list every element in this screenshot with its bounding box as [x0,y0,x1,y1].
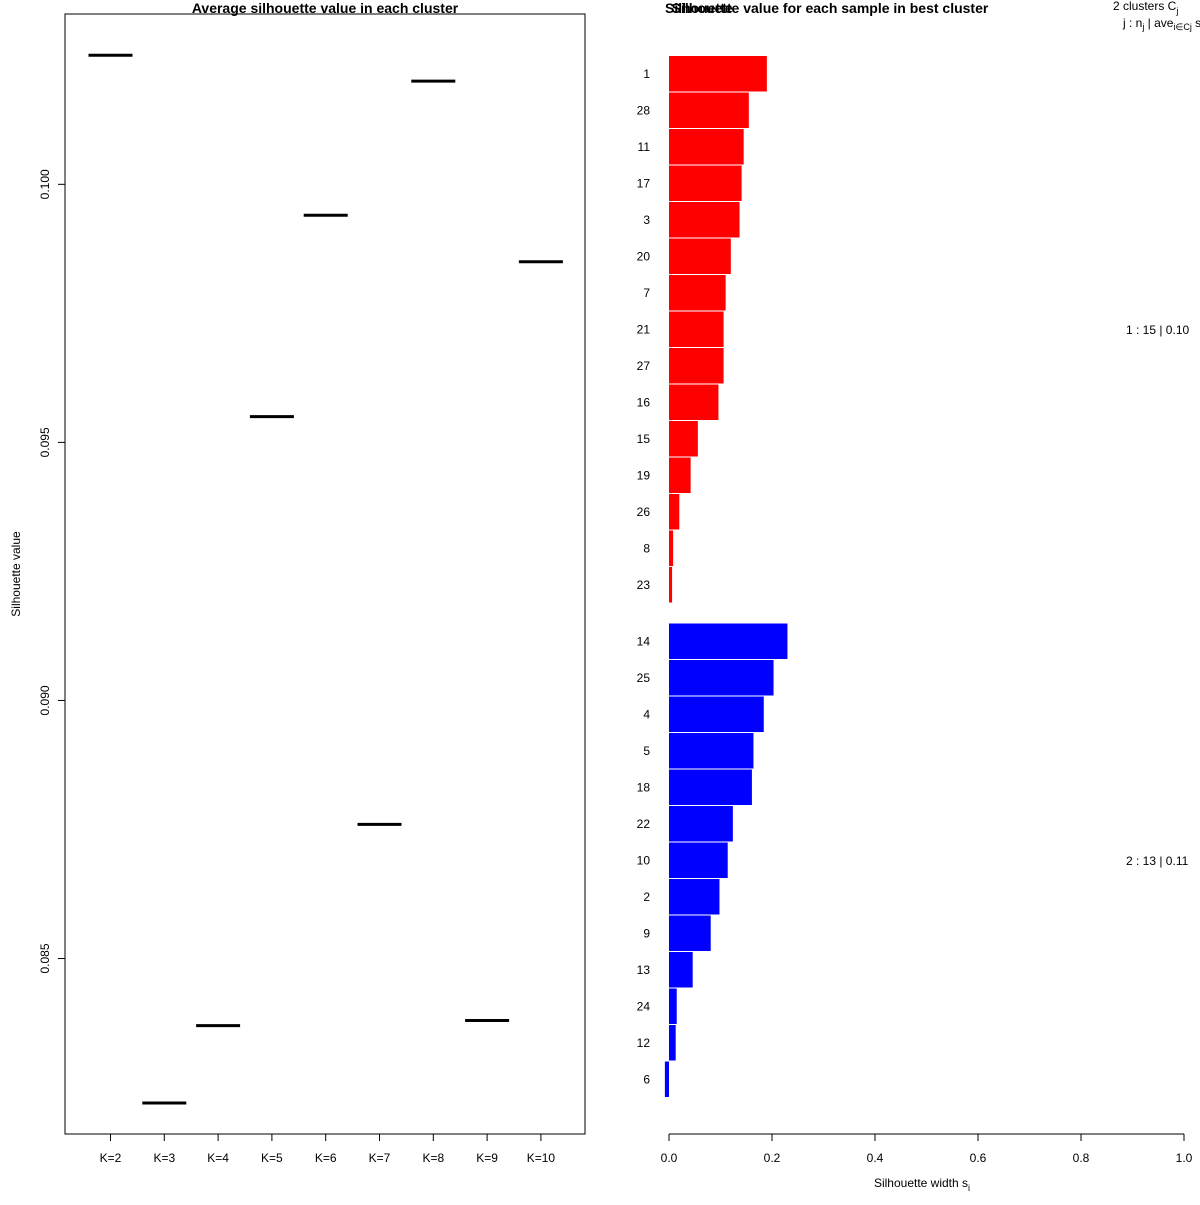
sample-label: 7 [643,286,650,300]
left-x-tick-label: K=7 [369,1151,391,1165]
sample-label: 13 [637,963,651,977]
silhouette-bar [669,915,711,951]
silhouette-bar [664,1061,669,1097]
silhouette-bar [669,202,740,238]
sample-label: 2 [643,890,650,904]
legend-header-line1: 2 clusters Cj [1113,0,1178,16]
sample-label: 20 [637,249,651,263]
left-panel: Average silhouette value in each cluster… [9,0,586,1165]
silhouette-bar [669,457,691,493]
silhouette-bar [669,238,731,274]
right-panel: Silhouette value for each sample in best… [637,0,1200,1193]
silhouette-bar [669,92,749,128]
right-sample-labels: 1 28 11 17 3 20 7 21 27 16 15 19 26 8 23 14 25 4 5 18 22 10 2 9… [637,67,651,1087]
legend-rows: 1 : 15 | 0.10 2 : 13 | 0.11 [1126,323,1189,868]
sample-label: 10 [637,853,651,867]
silhouette-bar [669,421,698,457]
left-x-tick-label: K=2 [100,1151,122,1165]
right-x-axis: 0.0 0.2 0.4 0.6 0.8 1.0 [661,1133,1193,1165]
silhouette-bar [669,56,767,92]
sample-label: 6 [643,1072,650,1086]
silhouette-bar [669,348,724,384]
left-x-tick-label: K=6 [315,1151,337,1165]
right-x-tick-label: 0.4 [867,1151,884,1165]
left-x-tick-label: K=5 [261,1151,283,1165]
silhouette-bar [669,696,764,732]
silhouette-bar [669,733,754,769]
sample-label: 9 [643,926,650,940]
sample-label: 4 [643,707,650,721]
sample-label: 18 [637,780,651,794]
left-y-tick-label: 0.090 [38,685,52,715]
sample-label: 11 [638,140,651,154]
sample-label: 12 [637,1036,651,1050]
left-y-axis: 0.085 0.090 0.095 0.100 [38,169,65,974]
silhouette-bar [669,275,726,311]
left-y-tick-label: 0.100 [38,169,52,199]
silhouette-bar [669,311,724,347]
silhouette-bar [669,567,673,603]
legend-header-line2: j : nj | avei∈Cj s [1122,16,1200,32]
sample-label: 16 [637,395,651,409]
silhouette-bar [669,494,680,530]
right-chart-title: Silhouette value for each sample in best… [672,0,989,16]
left-x-tick-label: K=9 [476,1151,498,1165]
sample-label: 26 [637,505,651,519]
sample-label: 19 [637,468,651,482]
left-x-tick-label: K=4 [207,1151,229,1165]
right-x-tick-label: 0.0 [661,1151,678,1165]
sample-label: 5 [643,744,650,758]
right-x-tick-label: 0.2 [764,1151,781,1165]
left-x-tick-label: K=10 [527,1151,556,1165]
right-x-tick-label: 0.8 [1073,1151,1090,1165]
sample-label: 14 [637,634,651,648]
right-x-tick-label: 0.6 [970,1151,987,1165]
left-y-tick-label: 0.095 [38,427,52,457]
right-bars [664,56,788,1097]
left-marks [88,53,563,1105]
sample-label: 25 [637,671,651,685]
sample-label: 17 [637,176,651,190]
silhouette-bar [669,660,774,696]
silhouette-bar [669,530,674,566]
left-plot-frame [64,13,586,1135]
sample-label: 3 [643,213,650,227]
left-y-tick-label: 0.085 [38,943,52,973]
silhouette-bar [669,769,752,805]
sample-label: 15 [637,432,651,446]
silhouette-bar [669,623,788,659]
right-title-overlap-fragment: Silhouette [665,0,733,16]
sample-label: 27 [637,359,651,373]
sample-label: 28 [637,103,651,117]
sample-label: 21 [637,322,651,336]
silhouette-bar [669,952,693,988]
left-y-axis-label: Silhouette value [9,531,23,617]
silhouette-bar [669,879,720,915]
legend-cluster-row: 2 : 13 | 0.11 [1126,854,1189,868]
sample-label: 1 [643,67,650,81]
silhouette-bar [669,806,733,842]
silhouette-bar [669,988,677,1024]
left-x-tick-label: K=8 [422,1151,444,1165]
right-x-axis-label: Silhouette width si [874,1176,970,1193]
sample-label: 22 [637,817,651,831]
sample-label: 23 [637,578,651,592]
left-chart-title: Average silhouette value in each cluster [192,0,459,16]
silhouette-bar [669,384,719,420]
silhouette-bar [669,129,744,165]
sample-label: 24 [637,999,651,1013]
legend-cluster-row: 1 : 15 | 0.10 [1126,323,1189,337]
silhouette-bar [669,842,728,878]
legend-header: 2 clusters Cj j : nj | avei∈Cj s [1113,0,1200,32]
silhouette-bar [669,165,742,201]
right-x-tick-label: 1.0 [1176,1151,1193,1165]
silhouette-bar [669,1025,676,1061]
sample-label: 8 [643,541,650,555]
left-x-axis: K=2 K=3 K=4 K=5 K=6 K=7 K=8 K=9 K=10 [100,1133,556,1165]
left-x-tick-label: K=3 [153,1151,175,1165]
